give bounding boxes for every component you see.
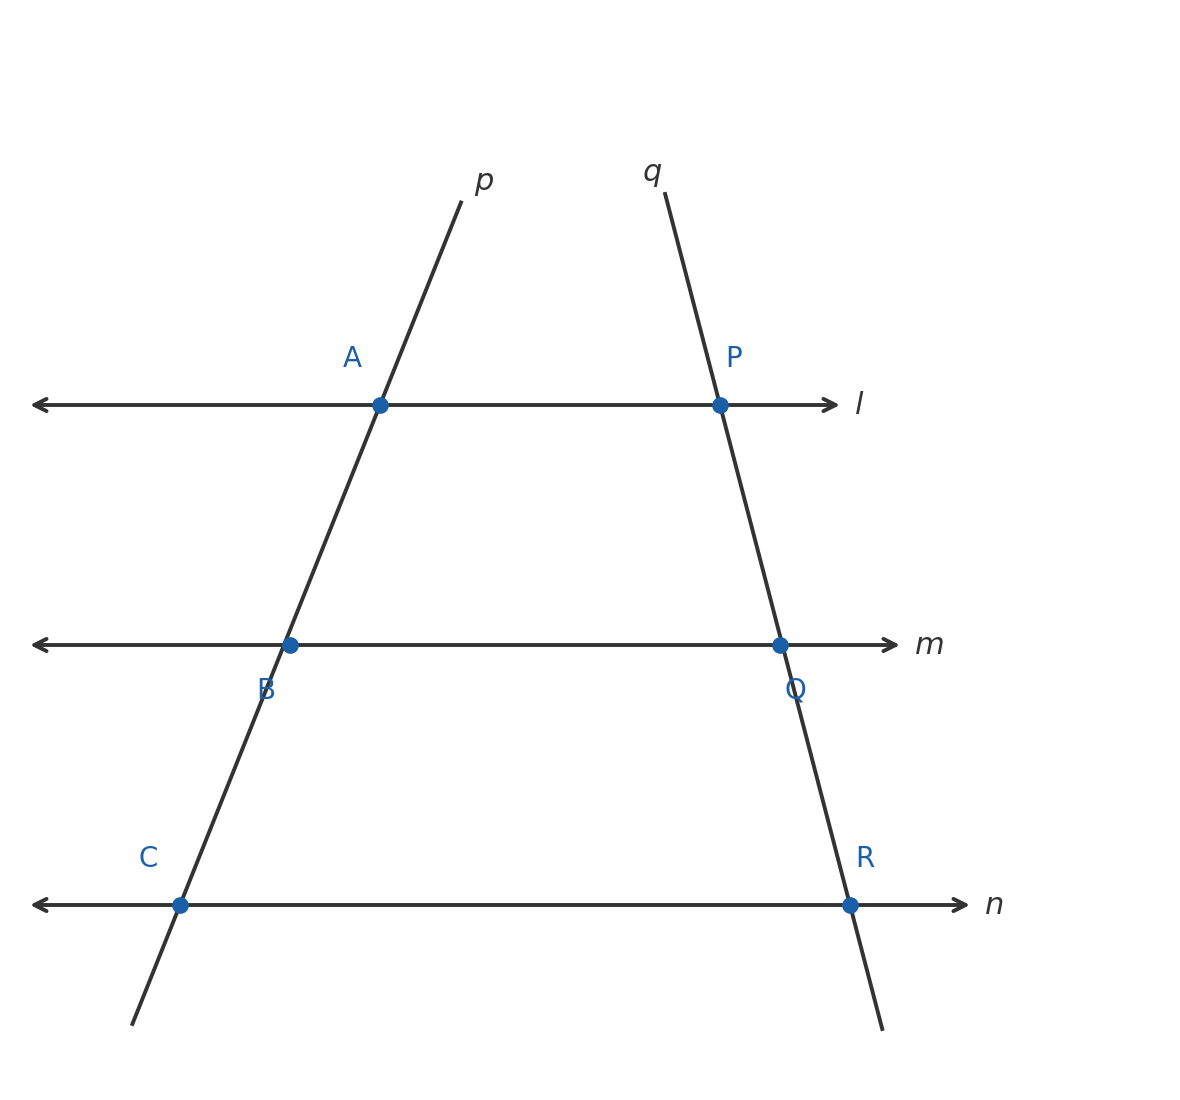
Text: m: m xyxy=(914,630,945,660)
Text: l: l xyxy=(856,390,864,419)
Text: p: p xyxy=(474,167,493,196)
Text: Q: Q xyxy=(785,676,807,705)
Text: P: P xyxy=(725,345,742,373)
Text: n: n xyxy=(985,891,1004,920)
Text: R: R xyxy=(856,845,874,873)
Text: A: A xyxy=(343,345,362,373)
Text: B: B xyxy=(256,676,275,705)
Text: q: q xyxy=(643,158,662,187)
Text: C: C xyxy=(138,845,158,873)
